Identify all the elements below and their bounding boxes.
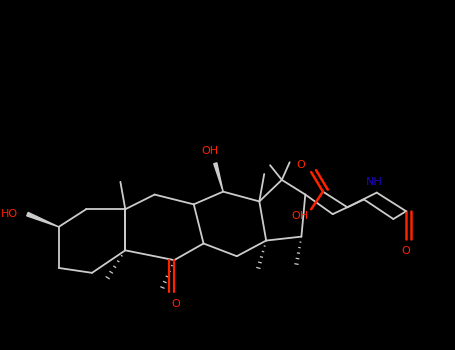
Text: OH: OH bbox=[202, 146, 219, 155]
Text: O: O bbox=[296, 160, 305, 170]
Text: O: O bbox=[172, 299, 181, 309]
Text: NH: NH bbox=[365, 177, 382, 187]
Polygon shape bbox=[27, 212, 59, 227]
Text: HO: HO bbox=[0, 209, 18, 219]
Polygon shape bbox=[214, 163, 223, 192]
Text: O: O bbox=[402, 246, 410, 256]
Text: OH: OH bbox=[292, 211, 309, 221]
